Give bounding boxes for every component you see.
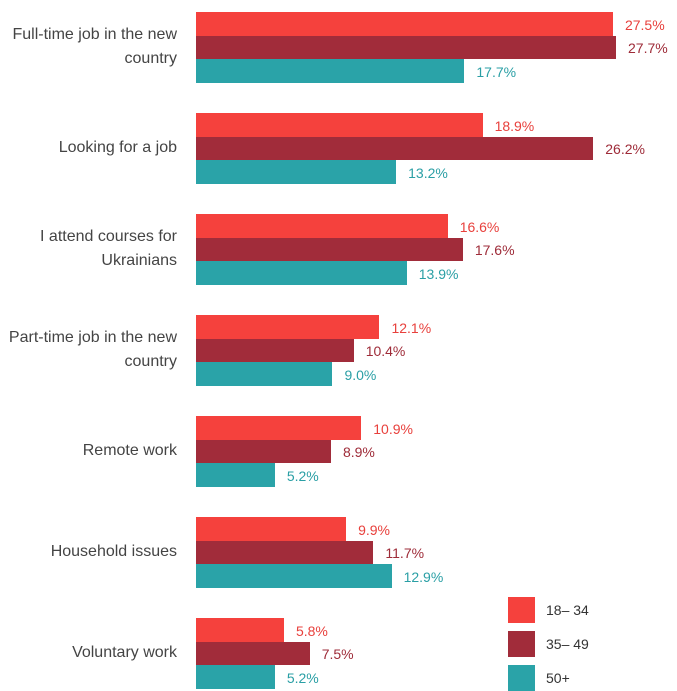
bar bbox=[196, 618, 284, 642]
bar bbox=[196, 564, 392, 588]
legend-swatch bbox=[508, 597, 535, 623]
category-label: Part-time job in the new country bbox=[8, 329, 177, 371]
value-label: 11.7% bbox=[385, 545, 425, 562]
value-label: 16.6% bbox=[459, 218, 500, 235]
value-label: 5.2% bbox=[286, 468, 319, 484]
value-label: 9.0% bbox=[344, 367, 377, 383]
legend-swatch bbox=[508, 631, 535, 657]
bar bbox=[196, 463, 275, 487]
category-label: Household issues bbox=[50, 543, 177, 561]
bar bbox=[196, 641, 310, 666]
bar bbox=[196, 237, 463, 262]
value-label: 13.2% bbox=[408, 165, 448, 181]
legend-swatch bbox=[508, 665, 535, 691]
value-label: 9.9% bbox=[358, 521, 391, 538]
bar bbox=[196, 113, 483, 137]
bar bbox=[196, 665, 275, 689]
bar bbox=[196, 160, 397, 184]
value-label: 27.7% bbox=[628, 40, 668, 57]
bar bbox=[196, 439, 331, 464]
category-label: Full-time job in the new country bbox=[12, 26, 177, 68]
legend-label: 35– 49 bbox=[546, 636, 589, 652]
bar bbox=[196, 315, 380, 339]
bar bbox=[196, 261, 407, 285]
value-label: 18.9% bbox=[494, 117, 535, 134]
bar bbox=[196, 35, 616, 60]
bar bbox=[196, 416, 362, 440]
category-label: I attend courses for Ukrainians bbox=[40, 228, 177, 270]
value-label: 17.7% bbox=[476, 64, 517, 80]
value-label: 10.4% bbox=[365, 343, 406, 360]
bar bbox=[196, 214, 448, 238]
bar bbox=[196, 362, 333, 386]
value-label: 10.9% bbox=[373, 420, 413, 437]
value-label: 12.1% bbox=[391, 319, 432, 336]
bar bbox=[196, 540, 374, 565]
value-label: 26.2% bbox=[605, 141, 645, 158]
value-label: 5.8% bbox=[295, 622, 328, 639]
value-label: 13.9% bbox=[418, 266, 459, 282]
category-label: Looking for a job bbox=[58, 139, 177, 157]
category-label: Remote work bbox=[82, 442, 177, 460]
legend-label: 50+ bbox=[546, 670, 570, 686]
bar bbox=[196, 136, 594, 161]
value-label: 5.2% bbox=[286, 670, 319, 686]
bar bbox=[196, 59, 465, 83]
legend-label: 18– 34 bbox=[546, 602, 589, 618]
bar bbox=[196, 338, 354, 363]
value-label: 8.9% bbox=[342, 444, 375, 461]
category-label: Voluntary work bbox=[72, 644, 177, 662]
bar bbox=[196, 517, 347, 541]
bar bbox=[196, 12, 613, 36]
value-label: 27.5% bbox=[624, 16, 665, 33]
value-label: 7.5% bbox=[321, 646, 354, 663]
value-label: 12.9% bbox=[403, 569, 444, 585]
value-label: 17.6% bbox=[474, 242, 515, 259]
